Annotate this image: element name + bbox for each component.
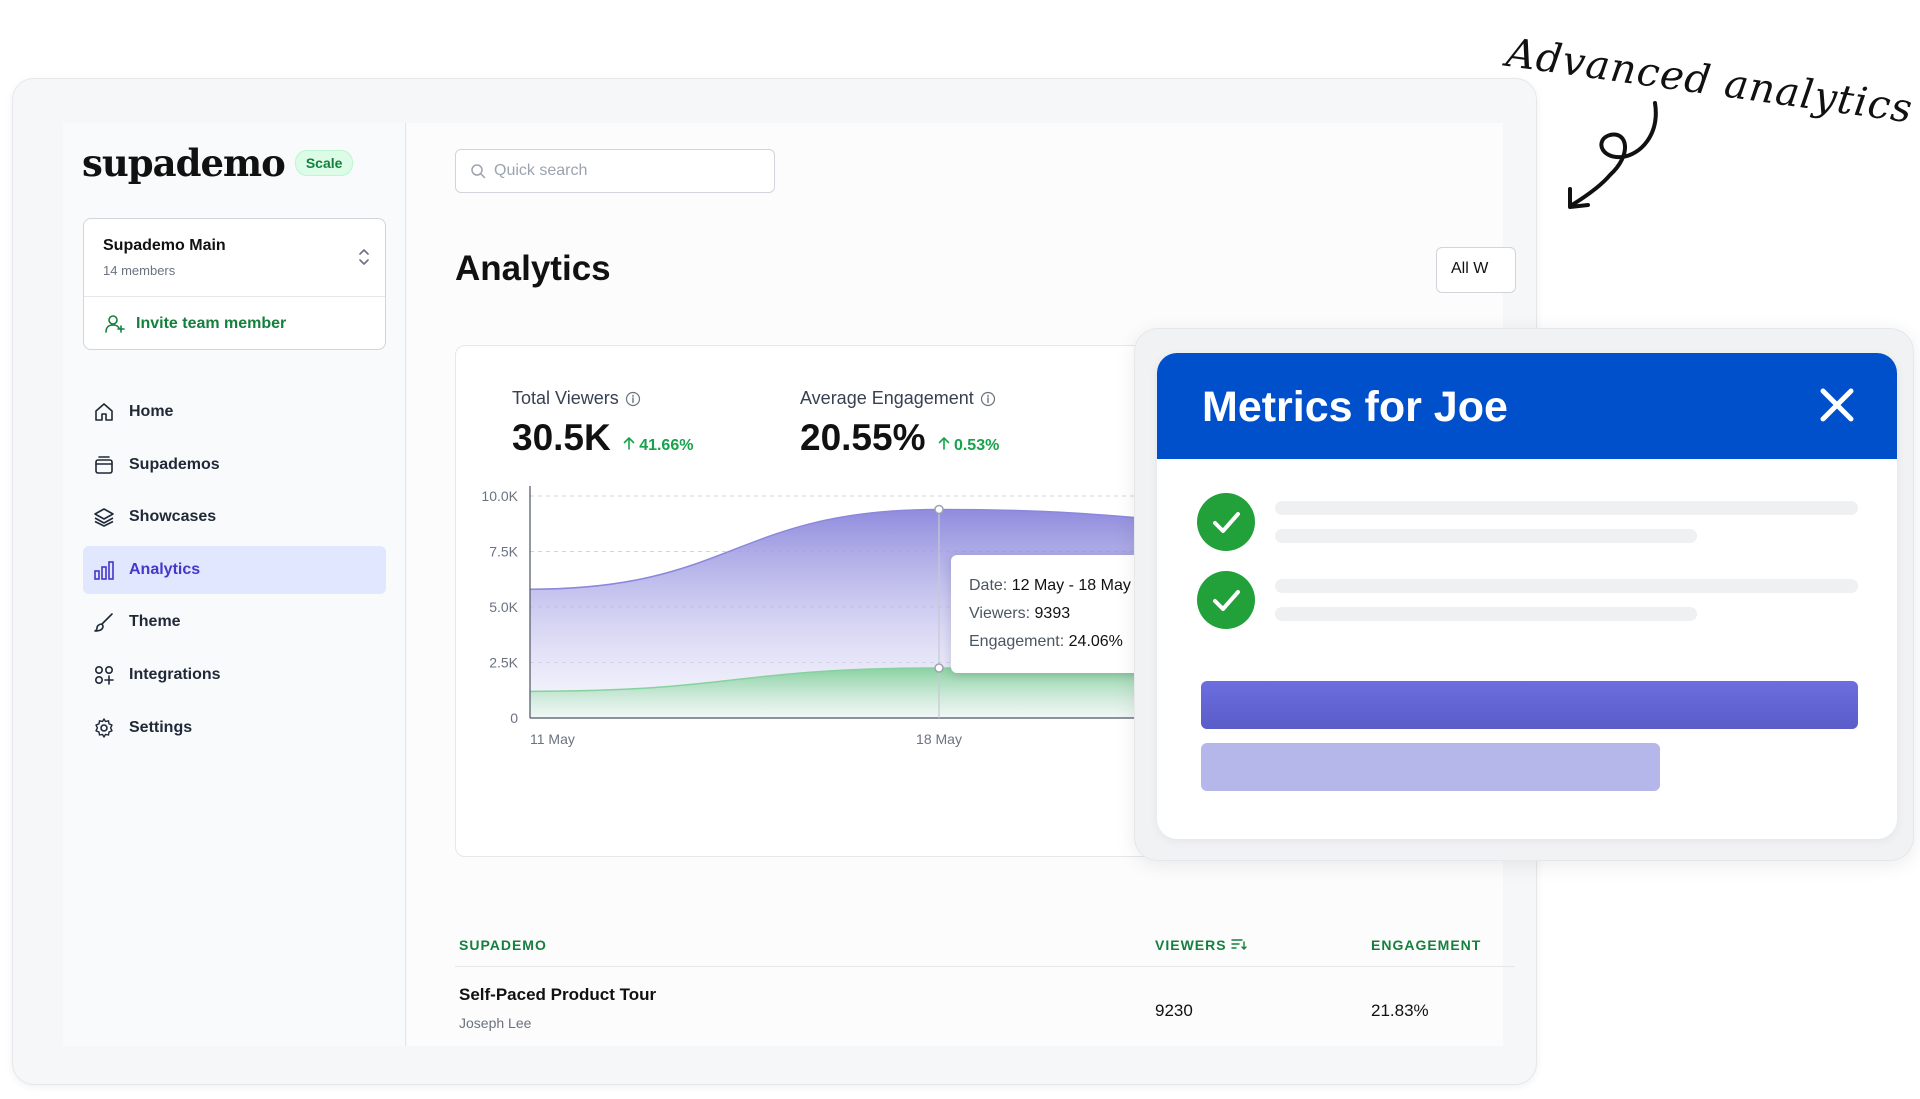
modal-title: Metrics for Joe: [1202, 383, 1508, 431]
sidebar-item-label: Home: [129, 403, 174, 420]
y-tick-label: 7.5K: [489, 544, 518, 560]
tooltip-engagement: Engagement: 24.06%: [969, 633, 1123, 650]
total-viewers-change: 41.66%: [623, 436, 693, 455]
y-tick-label: 0: [510, 710, 518, 726]
page-title: Analytics: [455, 249, 611, 288]
modal-header: Metrics for Joe: [1157, 353, 1897, 459]
info-icon[interactable]: [980, 391, 996, 407]
check-circle-icon: [1197, 493, 1255, 551]
invite-team-member-button[interactable]: Invite team member: [84, 297, 385, 351]
bar-chart-icon: [94, 560, 114, 580]
box-icon: [95, 455, 113, 474]
skeleton-line: [1275, 529, 1697, 543]
brand-row: supademo Scale: [82, 141, 354, 185]
y-tick-label: 10.0K: [481, 488, 518, 504]
total-viewers-stat: Total Viewers 30.5K 41.66%: [512, 388, 693, 459]
hover-point-series-1: [934, 504, 944, 515]
grid-plus-icon: [94, 665, 114, 685]
column-supademo: SUPADEMO: [459, 937, 547, 953]
tooltip-viewers: Viewers: 9393: [969, 605, 1071, 622]
sidebar-item-label: Showcases: [129, 508, 217, 526]
sidebar-item-integrations[interactable]: Integrations: [83, 651, 386, 699]
total-viewers-label: Total Viewers: [512, 388, 619, 408]
average-engagement-stat: Average Engagement 20.55% 0.53%: [800, 388, 999, 459]
sidebar-item-theme[interactable]: Theme: [83, 598, 386, 646]
y-tick-label: 2.5K: [489, 655, 518, 671]
row-supademo-name: Self-Paced Product Tour: [459, 985, 657, 1004]
row-author: Joseph Lee: [459, 1015, 532, 1031]
skeleton-line: [1275, 579, 1858, 593]
brush-icon: [94, 613, 113, 633]
total-viewers-value: 30.5K: [512, 417, 611, 458]
check-circle-icon: [1197, 571, 1255, 629]
info-icon[interactable]: [625, 391, 641, 407]
metric-bar-primary: [1201, 681, 1858, 729]
average-engagement-change: 0.53%: [938, 436, 999, 455]
workspace-switcher[interactable]: Supademo Main 14 members: [84, 219, 385, 297]
skeleton-line: [1275, 607, 1697, 621]
supademo-logo[interactable]: supademo: [82, 141, 286, 185]
home-icon: [95, 403, 113, 421]
column-engagement: ENGAGEMENT: [1371, 937, 1482, 953]
sidebar-item-label: Integrations: [129, 665, 221, 683]
sidebar-item-label: Theme: [129, 613, 181, 631]
search-placeholder: Quick search: [494, 162, 588, 179]
sidebar-item-home[interactable]: Home: [83, 388, 386, 436]
sidebar: supademo Scale Supademo Main 14 members …: [63, 123, 406, 1046]
search-icon: [471, 164, 486, 179]
metrics-modal-shell: Metrics for Joe: [1134, 328, 1914, 861]
sidebar-item-label: Settings: [129, 718, 193, 736]
metric-bar-secondary: [1201, 743, 1660, 791]
sidebar-item-label: Supademos: [129, 455, 220, 473]
sidebar-item-analytics[interactable]: Analytics: [83, 545, 386, 594]
arrow-up-icon: [938, 437, 949, 450]
sort-icon: [1231, 939, 1248, 950]
row-engagement: 21.83%: [1371, 1001, 1429, 1020]
tooltip-date: Date: 12 May - 18 May: [969, 577, 1131, 594]
workspace-members: 14 members: [103, 263, 176, 278]
table-row[interactable]: Self-Paced Product Tour Joseph Lee 9230 …: [455, 973, 1515, 1043]
sidebar-item-supademos[interactable]: Supademos: [83, 441, 386, 489]
workspace-card: Supademo Main 14 members Invite team mem…: [83, 218, 386, 350]
invite-label: Invite team member: [136, 315, 287, 332]
chart-tooltip: Date: 12 May - 18 May Viewers: 9393 Enga…: [951, 555, 1156, 673]
user-plus-icon: [105, 315, 125, 333]
x-tick-label: 18 May: [916, 731, 962, 747]
row-viewers: 9230: [1155, 1001, 1193, 1020]
average-engagement-label: Average Engagement: [800, 388, 974, 408]
y-tick-label: 5.0K: [489, 599, 518, 615]
arrow-up-icon: [623, 437, 635, 450]
sidebar-nav: Home Supademos Showcases Analytics Theme…: [83, 388, 386, 756]
hover-point-series-2: [934, 663, 944, 673]
sidebar-item-label: Analytics: [129, 560, 201, 578]
layers-icon: [94, 508, 114, 527]
filter-dropdown[interactable]: All W: [1436, 247, 1516, 293]
search-input[interactable]: Quick search: [455, 149, 775, 193]
column-viewers[interactable]: VIEWERS: [1155, 937, 1248, 953]
gear-icon: [95, 717, 113, 738]
table-header: SUPADEMO VIEWERS ENGAGEMENT: [455, 923, 1515, 967]
chevron-up-down-icon: [359, 249, 369, 265]
x-tick-label: 11 May: [530, 731, 575, 747]
close-icon[interactable]: [1817, 385, 1857, 425]
plan-badge: Scale: [294, 150, 354, 176]
metrics-modal: Metrics for Joe: [1157, 353, 1897, 839]
workspace-name: Supademo Main: [103, 237, 226, 254]
average-engagement-value: 20.55%: [800, 417, 926, 458]
curly-arrow-icon: [1568, 101, 1658, 209]
sidebar-item-settings[interactable]: Settings: [83, 704, 386, 752]
sidebar-item-showcases[interactable]: Showcases: [83, 493, 386, 541]
skeleton-line: [1275, 501, 1858, 515]
